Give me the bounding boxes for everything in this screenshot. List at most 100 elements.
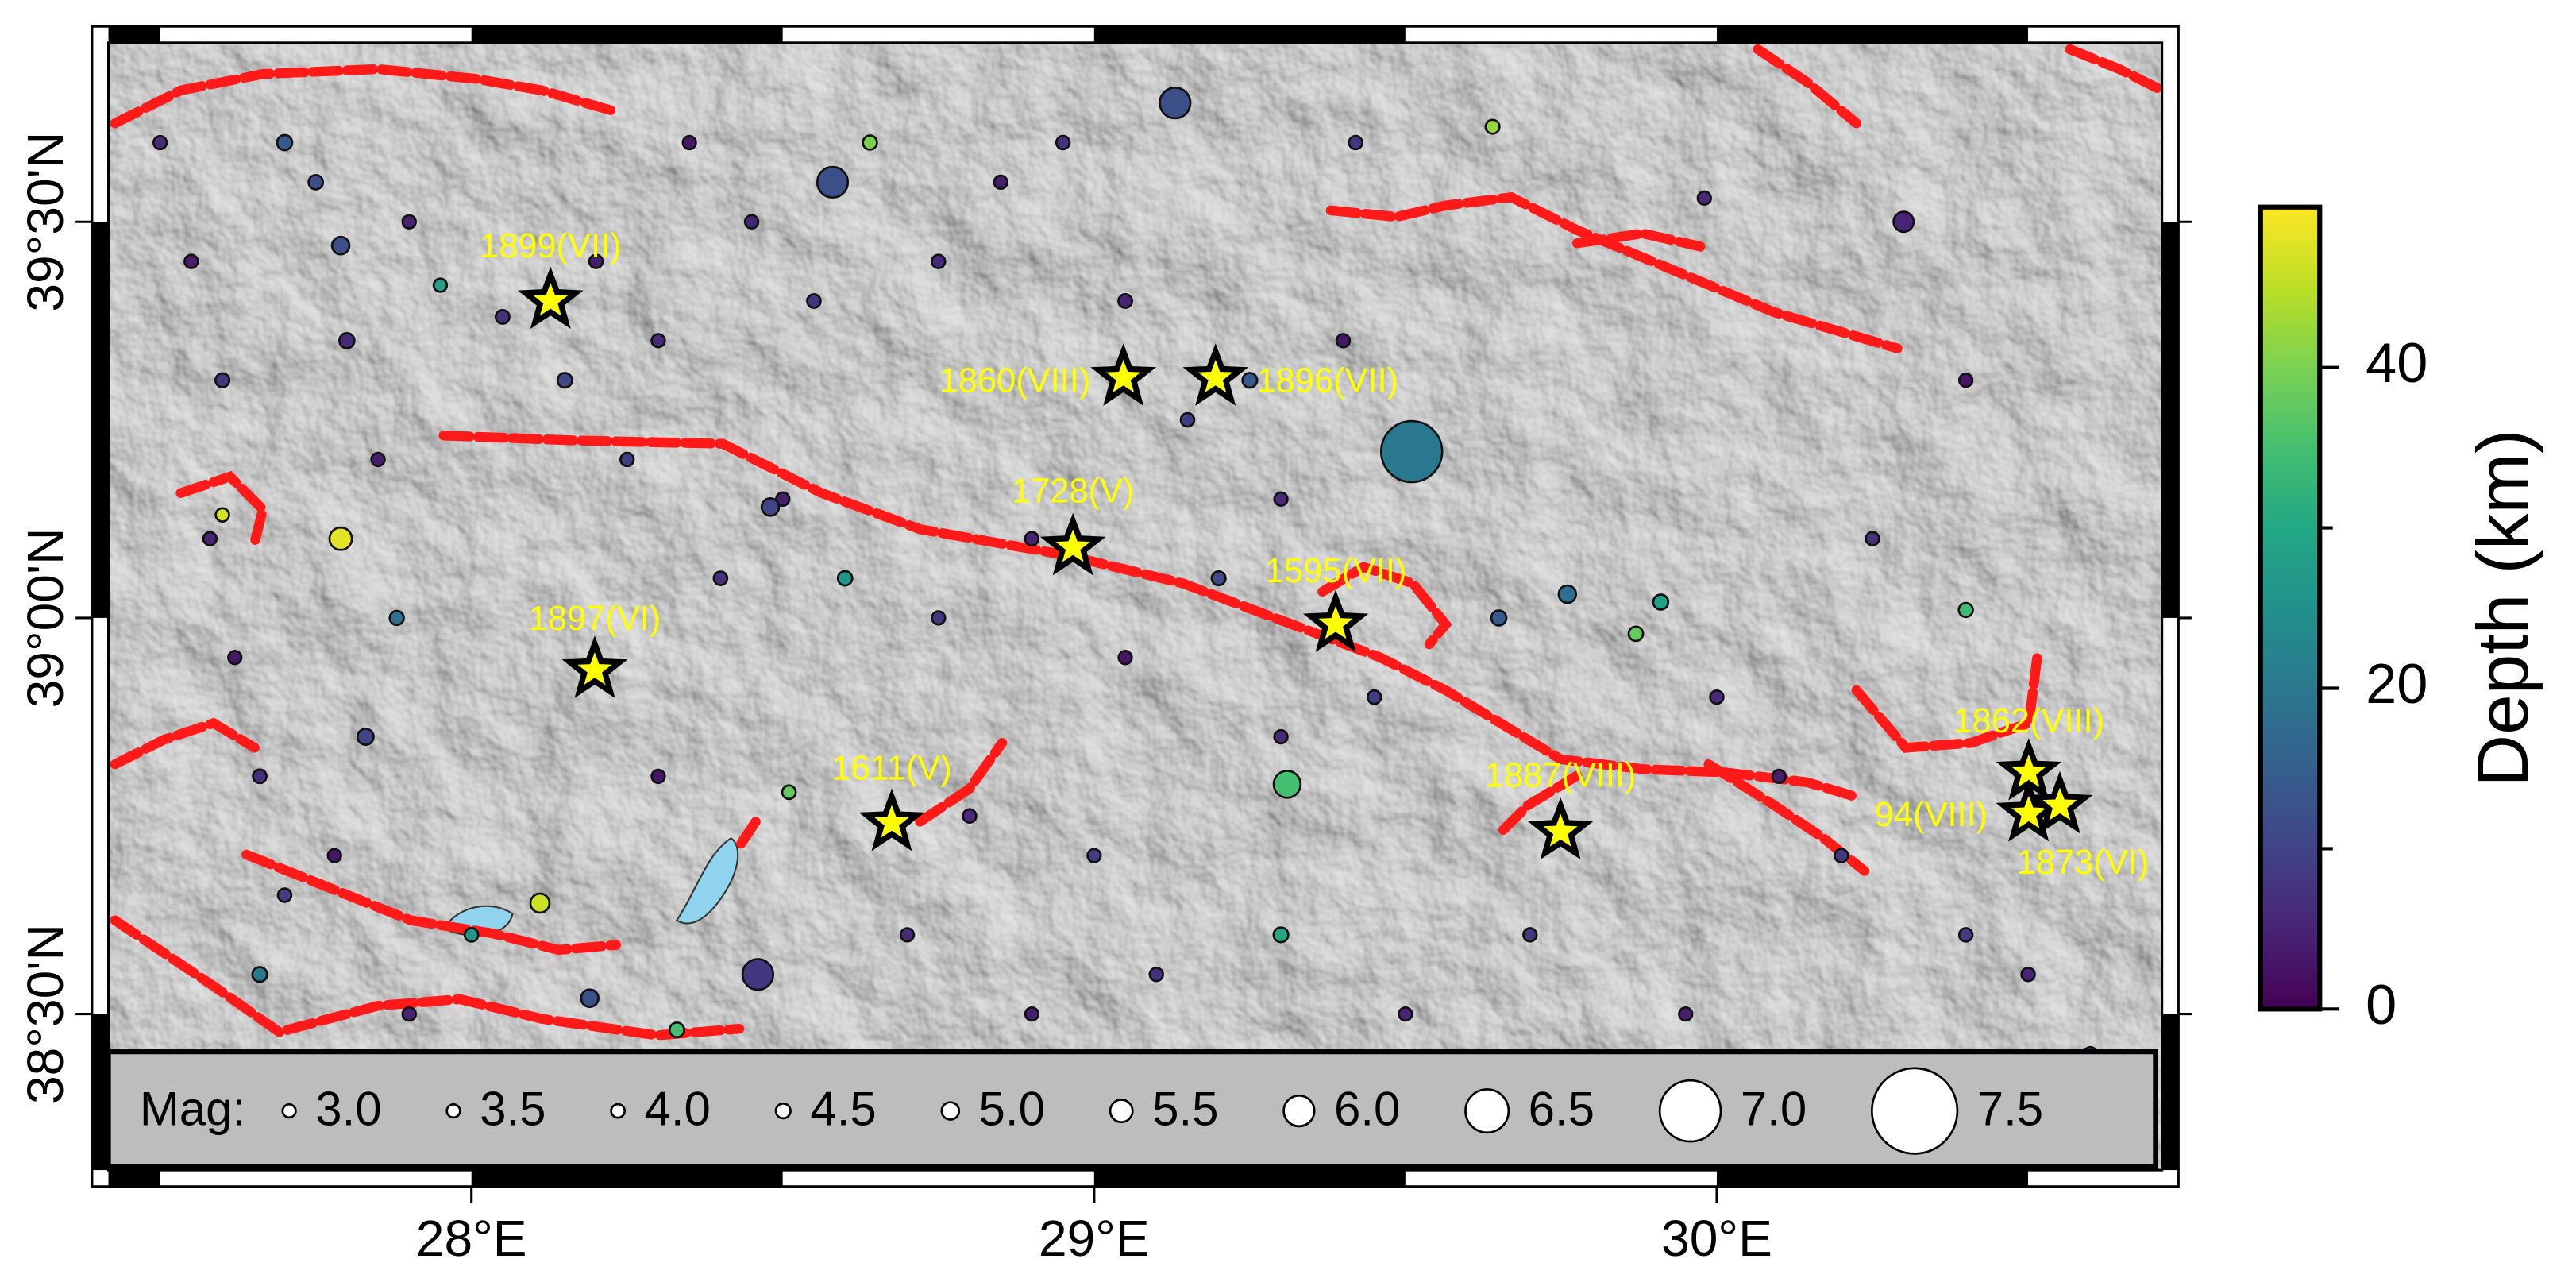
- frame-segment: [91, 42, 109, 222]
- map-frame: [75, 25, 2192, 1203]
- earthquake: [1117, 293, 1133, 309]
- frame-segment: [160, 26, 472, 43]
- frame-segment: [2161, 1014, 2179, 1171]
- earthquake: [775, 491, 791, 508]
- earthquake: [556, 372, 573, 389]
- earthquake: [529, 892, 551, 914]
- y-tick-label: 39°30'N: [17, 132, 74, 312]
- frame-segment: [471, 1170, 783, 1187]
- frame-inner: [106, 41, 2164, 1172]
- fault: [1851, 652, 2042, 753]
- legend-label: 6.0: [1334, 1083, 1400, 1136]
- earthquake: [1490, 609, 1508, 627]
- earthquake: [1024, 1006, 1040, 1022]
- y-tick-label: 39°00'N: [17, 527, 74, 708]
- frame-segment: [471, 26, 783, 43]
- lake: [675, 836, 739, 925]
- frame-segment: [782, 26, 1094, 43]
- earthquake: [1557, 584, 1578, 604]
- legend-label: 5.5: [1152, 1083, 1218, 1136]
- legend-size: [1109, 1099, 1134, 1124]
- faults: [110, 44, 2162, 1041]
- historical-events: 1899(VII) 1860(VIII) 1896(VII) 1728(V) 1595(…: [480, 227, 2149, 882]
- magnitude-legend: 3.0 3.5 4.0 4.5 5.0 5.5 6.0 6.5 7.0 7.5: [281, 1067, 2043, 1155]
- fault: [241, 849, 622, 956]
- hillshade: [108, 42, 2162, 1171]
- frame-segment: [108, 1170, 160, 1187]
- fault: [1753, 44, 1862, 129]
- earthquake: [1148, 967, 1164, 983]
- fault: [110, 717, 260, 770]
- earthquake: [580, 988, 600, 1008]
- fault: [915, 737, 1008, 827]
- earthquake: [931, 253, 947, 269]
- earthquake: [388, 609, 405, 627]
- legend-size: [1870, 1067, 1959, 1155]
- earthquake: [432, 277, 449, 293]
- earthquake: [1179, 411, 1196, 428]
- earthquake: [1335, 333, 1352, 349]
- earthquake: [401, 1006, 417, 1022]
- frame-segment: [1716, 26, 2029, 43]
- earthquake: [1348, 134, 1363, 151]
- historical-star: [577, 651, 612, 685]
- earthquake: [962, 808, 978, 824]
- earthquake: [899, 927, 916, 943]
- historical-star: [533, 283, 569, 316]
- historical-label: 1595(VII): [1265, 552, 1407, 590]
- frame-segment: [1716, 1170, 2029, 1187]
- earthquake: [1957, 927, 1974, 943]
- historical-star: [1543, 813, 1578, 847]
- earthquake: [588, 253, 604, 269]
- earthquake: [1484, 118, 1501, 135]
- earthquake: [1241, 372, 1259, 389]
- earthquake: [741, 958, 775, 991]
- earthquake: [356, 728, 375, 746]
- legend-size: [610, 1103, 627, 1119]
- historical-star: [1055, 529, 1090, 562]
- x-tick-label: 29°E: [1039, 1210, 1150, 1267]
- fault: [175, 470, 268, 547]
- historical-label: 94(VIII): [1875, 796, 1988, 834]
- historical-label: 1862(VIII): [1953, 702, 2104, 740]
- earthquake: [227, 650, 243, 666]
- fault: [734, 817, 761, 852]
- earthquake: [1834, 848, 1849, 863]
- frame-segment: [91, 1014, 109, 1171]
- historical-label: 1899(VII): [480, 227, 622, 265]
- frame-segment: [2161, 42, 2179, 222]
- historical-star: [1198, 359, 1233, 393]
- earthquake: [1709, 689, 1725, 705]
- legend-size: [1658, 1079, 1722, 1143]
- earthquake: [1024, 531, 1040, 546]
- earthquake: [1272, 770, 1302, 799]
- historical-label: 1611(V): [831, 750, 951, 788]
- earthquake: [931, 610, 947, 626]
- fault: [110, 64, 622, 129]
- earthquake: [1678, 1006, 1694, 1022]
- frame-segment: [1405, 1170, 1717, 1187]
- frame-segment: [91, 617, 109, 1014]
- historical-label: 1728(V): [1012, 472, 1135, 510]
- fault: [438, 431, 1862, 802]
- earthquake: [1652, 593, 1670, 611]
- earthquake: [1398, 1006, 1413, 1022]
- earthquake: [619, 451, 635, 468]
- legend-label: 3.5: [480, 1083, 546, 1136]
- frame-segment: [108, 26, 160, 43]
- legend-label: 3.0: [315, 1083, 381, 1136]
- earthquake: [1522, 927, 1538, 943]
- legend-label: 4.5: [810, 1083, 876, 1136]
- earthquake: [681, 134, 697, 151]
- colorbar-tick-label: 20: [2366, 652, 2428, 715]
- earthquake: [1627, 625, 1645, 643]
- earthquake: [993, 174, 1008, 191]
- x-tick-label: 30°E: [1661, 1210, 1772, 1267]
- frame-outer: [91, 25, 2180, 1188]
- historical-label: 1897(VI): [529, 600, 661, 638]
- earthquake: [668, 1021, 686, 1039]
- fault: [1317, 562, 1452, 650]
- earthquake: [252, 768, 268, 785]
- fault: [1498, 770, 1583, 836]
